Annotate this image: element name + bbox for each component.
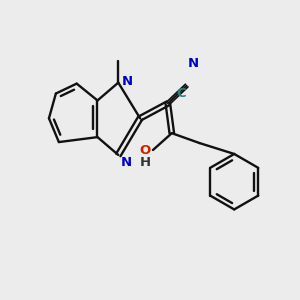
Text: H: H bbox=[140, 156, 151, 170]
Text: O: O bbox=[140, 143, 151, 157]
Text: N: N bbox=[120, 156, 131, 169]
Text: C: C bbox=[176, 87, 186, 100]
Text: N: N bbox=[188, 57, 199, 70]
Text: N: N bbox=[121, 75, 132, 88]
